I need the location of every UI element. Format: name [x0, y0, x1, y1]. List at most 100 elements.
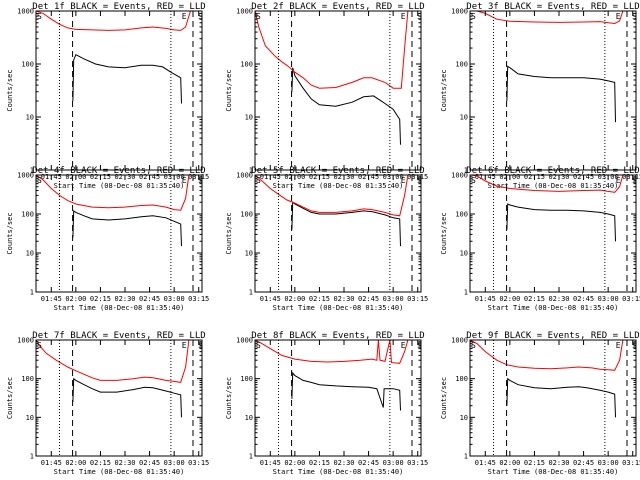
panel-title: Det 7f BLACK = Events, RED = LLD	[32, 331, 205, 341]
x-tick-label: 01:45	[41, 295, 62, 303]
marker-label-E: E	[401, 176, 406, 185]
x-tick-label: 02:45	[573, 295, 594, 303]
x-axis-label: Start Time (08-Dec-08 01:35:40)	[488, 182, 619, 190]
x-tick-label: 02:30	[548, 459, 569, 467]
y-tick-label: 1000	[236, 172, 253, 180]
series-group	[36, 340, 194, 456]
x-tick-label: 02:00	[499, 459, 520, 467]
lld-series-line	[470, 175, 624, 193]
marker-label-S: S	[256, 12, 261, 21]
panel-title: Det 3f BLACK = Events, RED = LLD	[466, 2, 639, 12]
x-tick-label: 03:00	[598, 295, 619, 303]
marker-label-S: S	[417, 176, 422, 185]
series-group	[470, 11, 628, 170]
events-series-line	[291, 67, 401, 145]
x-tick-label: 02:30	[333, 295, 354, 303]
lld-series-line	[36, 175, 190, 211]
marker-label-S: S	[471, 341, 476, 350]
x-tick-label: 02:00	[284, 459, 305, 467]
y-tick-label: 10	[460, 414, 468, 422]
marker-label-S: S	[471, 176, 476, 185]
y-tick-label: 10	[460, 114, 468, 122]
y-axis-label: Counts/sec	[6, 212, 14, 254]
panel-title: Det 9f BLACK = Events, RED = LLD	[466, 331, 639, 341]
plot-frame	[254, 339, 422, 457]
marker-label-S: S	[256, 341, 261, 350]
marker-label-S: S	[198, 176, 203, 185]
y-tick-label: 1000	[236, 337, 253, 345]
plot-frame	[469, 339, 637, 457]
panel-title: Det 8f BLACK = Events, RED = LLD	[251, 331, 424, 341]
y-tick-label: 1	[249, 167, 253, 175]
y-tick-label: 1	[30, 167, 34, 175]
x-axis-label: Start Time (08-Dec-08 01:35:40)	[54, 304, 185, 312]
y-tick-label: 100	[21, 61, 34, 69]
lld-series-line	[470, 340, 624, 371]
y-axis-label: Counts/sec	[225, 212, 233, 254]
x-tick-label: 01:45	[475, 459, 496, 467]
events-series-line	[72, 209, 182, 247]
y-tick-label: 1000	[451, 8, 468, 16]
x-axis-label: Start Time (08-Dec-08 01:35:40)	[54, 182, 185, 190]
y-tick-label: 1000	[17, 8, 34, 16]
x-tick-label: 01:45	[260, 295, 281, 303]
y-axis-label: Counts/sec	[440, 69, 448, 111]
x-tick-label: 03:15	[407, 295, 428, 303]
plot-frame	[469, 174, 637, 293]
marker-label-E: E	[616, 176, 621, 185]
panel-1: Det 1f BLACK = Events, RED = LLDSES11010…	[6, 2, 209, 190]
y-tick-label: 1000	[17, 337, 34, 345]
panel-9: Det 9f BLACK = Events, RED = LLDSES11010…	[440, 331, 640, 476]
x-tick-label: 03:15	[622, 173, 640, 181]
x-tick-label: 03:00	[383, 459, 404, 467]
series-group	[470, 175, 628, 292]
marker-label-S: S	[256, 176, 261, 185]
y-tick-label: 1	[464, 167, 468, 175]
x-axis-label: Start Time (08-Dec-08 01:35:40)	[54, 468, 185, 476]
panel-title: Det 4f BLACK = Events, RED = LLD	[32, 166, 205, 176]
x-tick-label: 01:45	[260, 459, 281, 467]
y-tick-label: 1	[30, 289, 34, 297]
x-tick-label: 02:45	[358, 295, 379, 303]
y-tick-label: 10	[26, 250, 34, 258]
panel-title: Det 2f BLACK = Events, RED = LLD	[251, 2, 424, 12]
x-axis-label: Start Time (08-Dec-08 01:35:40)	[273, 468, 404, 476]
x-tick-label: 03:15	[188, 459, 209, 467]
panel-8: Det 8f BLACK = Events, RED = LLDSES11010…	[225, 331, 428, 476]
y-axis-label: Counts/sec	[225, 69, 233, 111]
series-group	[470, 340, 628, 456]
y-tick-label: 100	[240, 375, 253, 383]
y-tick-label: 1	[249, 453, 253, 461]
y-tick-label: 1000	[451, 337, 468, 345]
y-tick-label: 100	[455, 375, 468, 383]
y-tick-label: 1	[464, 289, 468, 297]
plot-frame	[35, 10, 203, 171]
x-tick-label: 03:15	[407, 459, 428, 467]
plot-frame	[254, 10, 422, 171]
x-axis-label: Start Time (08-Dec-08 01:35:40)	[488, 304, 619, 312]
marker-label-E: E	[182, 12, 187, 21]
x-tick-label: 03:00	[383, 295, 404, 303]
events-series-line	[291, 201, 401, 247]
lld-series-line	[255, 340, 409, 364]
x-tick-label: 02:30	[114, 459, 135, 467]
y-tick-label: 1000	[451, 172, 468, 180]
y-tick-label: 1	[249, 289, 253, 297]
x-tick-label: 02:15	[524, 459, 545, 467]
x-tick-label: 02:00	[284, 295, 305, 303]
marker-label-E: E	[401, 341, 406, 350]
panel-title: Det 1f BLACK = Events, RED = LLD	[32, 2, 205, 12]
lld-series-line	[36, 11, 191, 31]
series-group	[255, 340, 413, 456]
panel-title: Det 5f BLACK = Events, RED = LLD	[251, 166, 424, 176]
y-tick-label: 1	[464, 453, 468, 461]
y-tick-label: 1000	[17, 172, 34, 180]
x-tick-label: 02:15	[309, 295, 330, 303]
panel-7: Det 7f BLACK = Events, RED = LLDSES11010…	[6, 331, 209, 476]
x-tick-label: 02:30	[548, 295, 569, 303]
marker-label-E: E	[616, 341, 621, 350]
x-axis-label: Start Time (08-Dec-08 01:35:40)	[488, 468, 619, 476]
y-axis-label: Counts/sec	[225, 377, 233, 419]
